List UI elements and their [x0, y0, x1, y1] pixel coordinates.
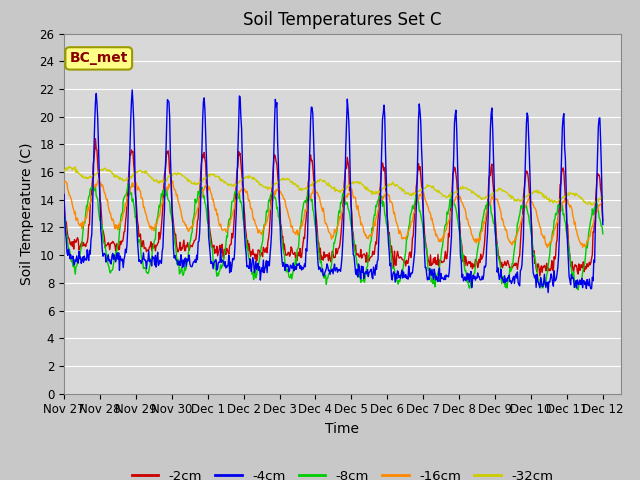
- Y-axis label: Soil Temperature (C): Soil Temperature (C): [20, 143, 34, 285]
- X-axis label: Time: Time: [325, 422, 360, 436]
- Text: BC_met: BC_met: [70, 51, 128, 65]
- Legend: -2cm, -4cm, -8cm, -16cm, -32cm: -2cm, -4cm, -8cm, -16cm, -32cm: [126, 464, 559, 480]
- Title: Soil Temperatures Set C: Soil Temperatures Set C: [243, 11, 442, 29]
